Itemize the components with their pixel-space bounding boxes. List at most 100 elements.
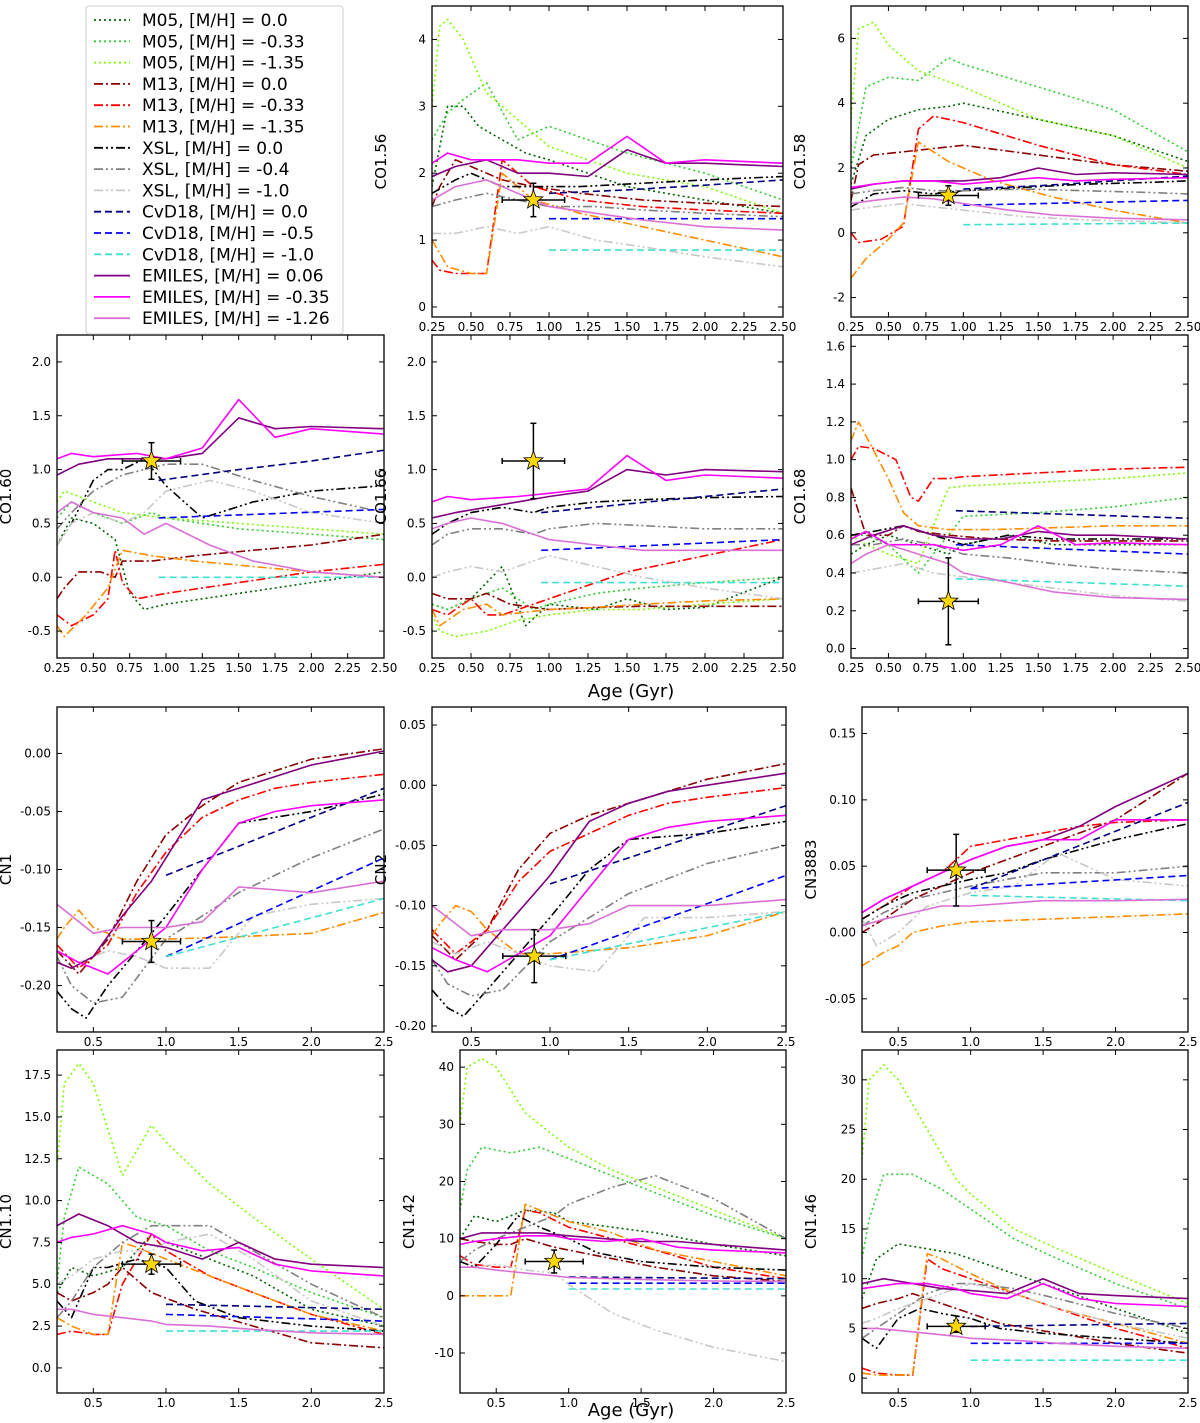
series-line-XSL_04 (432, 522, 783, 546)
observation-star-marker (523, 945, 545, 966)
legend-label: M13, [M/H] = -1.35 (142, 118, 305, 138)
y-tick-label: 0 (848, 1371, 856, 1385)
x-tick-label: 0.25 (419, 661, 446, 675)
y-tick-label: 0 (418, 300, 426, 314)
series-line-M13_033 (432, 538, 783, 616)
series-line-M05_0 (57, 517, 384, 611)
series-line-EM_006 (862, 1277, 1188, 1300)
x-tick-label: 2.0 (302, 1396, 321, 1410)
y-tick-label: 0.00 (399, 778, 426, 792)
series-group (57, 1062, 384, 1349)
y-tick-label: 0.05 (399, 718, 426, 732)
y-tick-label: 0.5 (32, 516, 51, 530)
series-line-EM_035 (432, 135, 783, 164)
observation-star-marker (140, 1253, 163, 1274)
observation-point (502, 928, 567, 984)
x-tick-label: 0.5 (889, 1396, 908, 1410)
series-group (432, 762, 786, 1018)
series-line-CvD_0 (549, 804, 786, 885)
observation-point (926, 833, 986, 907)
series-line-M13_0 (57, 1266, 384, 1349)
y-tick-label: -2 (833, 291, 845, 305)
y-tick-label: 6 (837, 31, 845, 45)
series-line-CvD_0 (955, 509, 1188, 519)
series-line-M13_0 (851, 144, 1188, 201)
series-line-M13_033 (57, 773, 384, 970)
y-tick-label: 0.0 (32, 1361, 51, 1375)
x-tick-label: 0.25 (838, 661, 865, 675)
series-line-EM_126 (432, 179, 783, 231)
legend-label: M05, [M/H] = 0.0 (142, 11, 288, 31)
x-tick-label: 1.75 (1062, 320, 1089, 334)
x-tick-label: 0.75 (497, 320, 524, 334)
y-tick-label: -0.15 (395, 959, 426, 973)
legend-label: M05, [M/H] = -0.33 (142, 32, 305, 52)
y-tick-label: 2.5 (32, 1319, 51, 1333)
plot-frame (56, 334, 385, 659)
series-line-EM_035 (57, 398, 384, 460)
series-line-M13_135 (862, 913, 1188, 967)
panel-co158: 0.25 0.50 0.75 1.00 1.25 1.50 1.75 2.00 2.25 2.50… (791, 5, 1200, 334)
observation-point (917, 184, 980, 206)
x-tick-label: 2.0 (1106, 1035, 1125, 1049)
y-tick-label: 2.0 (407, 355, 426, 369)
series-line-XSL_0 (432, 495, 783, 535)
observation-point (121, 919, 182, 964)
series-line-EM_006 (432, 772, 786, 973)
x-tick-label: 1.00 (153, 661, 180, 675)
x-tick-label: 2.50 (770, 661, 797, 675)
series-line-M05_135 (862, 1064, 1188, 1305)
series-line-M13_135 (432, 598, 783, 627)
legend-item: CvD18, [M/H] = 0.0 (94, 203, 308, 223)
series-line-EM_035 (862, 818, 1188, 914)
x-tick-label: 1.5 (229, 1396, 248, 1410)
series-line-EM_006 (57, 417, 384, 476)
x-tick-label: 2.25 (731, 320, 758, 334)
y-tick-label: 0.0 (32, 570, 51, 584)
legend-label: XSL, [M/H] = -0.4 (142, 160, 289, 180)
y-tick-label: 2.0 (32, 355, 51, 369)
y-tick-label: 15.0 (24, 1110, 51, 1124)
y-tick-label: 40 (439, 1060, 454, 1074)
x-tick-label: 1.0 (961, 1035, 980, 1049)
series-line-M13_0 (851, 487, 1188, 542)
y-tick-label: 4 (418, 32, 426, 46)
y-tick-label: -0.20 (20, 979, 51, 993)
plot-frame (56, 1049, 385, 1394)
series-line-CvD_05 (541, 538, 783, 552)
legend-item: XSL, [M/H] = 0.0 (94, 139, 283, 159)
observation-point (121, 441, 182, 481)
series-line-EM_035 (862, 1282, 1188, 1308)
series-line-EM_006 (432, 149, 783, 178)
series-line-M13_135 (432, 172, 783, 275)
y-tick-label: 0.6 (826, 528, 845, 542)
y-tick-label: 0 (446, 1289, 454, 1303)
legend-item: EMILES, [M/H] = -0.35 (94, 288, 330, 308)
series-line-CvD_05 (158, 508, 384, 519)
observation-point (926, 1315, 986, 1336)
series-line-M05_033 (432, 576, 783, 611)
plot-frame (431, 334, 784, 659)
y-tick-label: 2 (418, 166, 426, 180)
legend-label: XSL, [M/H] = -1.0 (142, 181, 289, 201)
x-tick-label: 0.5 (84, 1396, 103, 1410)
y-tick-label: 0 (837, 226, 845, 240)
series-line-EM_126 (57, 501, 384, 579)
y-tick-label: 5 (848, 1321, 856, 1335)
series-line-M05_135 (57, 1062, 384, 1310)
legend-item: M13, [M/H] = -1.35 (94, 118, 305, 138)
series-line-CvD_10 (165, 897, 384, 958)
legend-item: M13, [M/H] = -0.33 (94, 96, 305, 116)
x-tick-label: 1.25 (987, 320, 1014, 334)
y-tick-label: 10 (439, 1232, 454, 1246)
x-tick-label: 1.0 (559, 1396, 578, 1410)
series-line-XSL_10 (432, 910, 786, 973)
legend-label: EMILES, [M/H] = -0.35 (142, 288, 330, 308)
x-tick-label: 0.5 (84, 1035, 103, 1049)
legend-item: CvD18, [M/H] = -0.5 (94, 224, 314, 244)
y-tick-label: 0.00 (829, 926, 856, 940)
series-line-M13_135 (460, 1203, 786, 1297)
series-group (57, 398, 384, 638)
series-line-EM_126 (851, 543, 1188, 601)
y-axis-label: CN1.10 (0, 1194, 15, 1249)
